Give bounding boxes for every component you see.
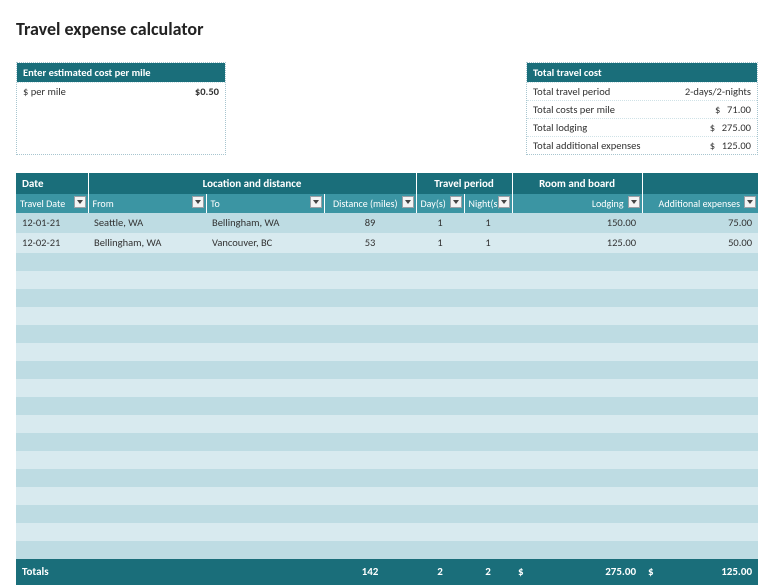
col-lodging[interactable]: Lodging [512, 194, 642, 213]
col-days[interactable]: Day(s) [416, 194, 464, 213]
cell-nights[interactable]: 1 [464, 213, 512, 233]
col-date-label: Travel Date [20, 197, 65, 210]
table-row-empty[interactable] [16, 505, 758, 523]
filter-dropdown-icon[interactable] [402, 196, 414, 208]
cell-distance[interactable]: 89 [324, 213, 416, 233]
total-row-label: Total travel period [533, 85, 673, 98]
column-header-row: Travel Date From To Distance (miles) Day… [16, 194, 758, 213]
summary-row: Enter estimated cost per mile $ per mile… [16, 62, 758, 155]
table-row-empty[interactable] [16, 541, 758, 559]
cell-to[interactable]: Vancouver, BC [206, 233, 324, 253]
total-row: Total lodging$275.00 [527, 118, 757, 136]
total-row-label: Total costs per mile [533, 103, 715, 116]
total-row-sym: $ [710, 121, 722, 134]
col-to[interactable]: To [206, 194, 324, 213]
total-row-label: Total additional expenses [533, 139, 710, 152]
filter-dropdown-icon[interactable] [450, 196, 462, 208]
filter-dropdown-icon[interactable] [192, 196, 204, 208]
col-date[interactable]: Travel Date [16, 194, 88, 213]
totals-nights: 2 [464, 559, 512, 585]
table-row-empty[interactable] [16, 487, 758, 505]
col-distance-label: Distance (miles) [333, 197, 398, 210]
col-from[interactable]: From [88, 194, 206, 213]
cost-per-mile-box: Enter estimated cost per mile $ per mile… [16, 62, 226, 155]
totals-label: Totals [16, 559, 88, 585]
cell-lodging[interactable]: 125.00 [512, 233, 642, 253]
col-additional-label: Additional expenses [659, 197, 740, 210]
col-distance[interactable]: Distance (miles) [324, 194, 416, 213]
col-from-label: From [93, 197, 114, 210]
table-row[interactable]: 12-01-21Seattle, WABellingham, WA8911150… [16, 213, 758, 233]
col-lodging-label: Lodging [592, 197, 624, 210]
total-box-header: Total travel cost [527, 63, 757, 82]
table-row-empty[interactable] [16, 289, 758, 307]
table-row-empty[interactable] [16, 523, 758, 541]
group-location: Location and distance [88, 173, 416, 194]
col-to-label: To [211, 197, 220, 210]
cell-days[interactable]: 1 [416, 233, 464, 253]
page-title: Travel expense calculator [16, 18, 758, 40]
cost-box-row: $ per mile $0.50 [17, 82, 225, 100]
total-row-value: 125.00 [722, 139, 751, 152]
cell-nights[interactable]: 1 [464, 233, 512, 253]
totals-days: 2 [416, 559, 464, 585]
col-additional[interactable]: Additional expenses [642, 194, 758, 213]
filter-dropdown-icon[interactable] [74, 196, 86, 208]
group-room: Room and board [512, 173, 642, 194]
filter-dropdown-icon[interactable] [744, 196, 756, 208]
total-row-sym: $ [710, 139, 722, 152]
table-row-empty[interactable] [16, 271, 758, 289]
total-row-value: 275.00 [722, 121, 751, 134]
cell-additional[interactable]: 75.00 [642, 213, 758, 233]
table-row-empty[interactable] [16, 361, 758, 379]
totals-distance: 142 [324, 559, 416, 585]
col-nights[interactable]: Night(s) [464, 194, 512, 213]
table-row[interactable]: 12-02-21Bellingham, WAVancouver, BC53111… [16, 233, 758, 253]
group-header-row: Date Location and distance Travel period… [16, 173, 758, 194]
table-row-empty[interactable] [16, 415, 758, 433]
cell-from[interactable]: Seattle, WA [88, 213, 206, 233]
total-row: Total costs per mile$71.00 [527, 100, 757, 118]
cost-label: $ per mile [23, 85, 195, 98]
table-row-empty[interactable] [16, 325, 758, 343]
col-nights-label: Night(s) [469, 197, 501, 210]
totals-lodging: $275.00 [512, 559, 642, 585]
table-row-empty[interactable] [16, 469, 758, 487]
table-row-empty[interactable] [16, 307, 758, 325]
table-row-empty[interactable] [16, 253, 758, 271]
total-row-value: 71.00 [727, 103, 751, 116]
totals-additional: $125.00 [642, 559, 758, 585]
filter-dropdown-icon[interactable] [310, 196, 322, 208]
table-row-empty[interactable] [16, 433, 758, 451]
cost-value[interactable]: $0.50 [195, 85, 219, 98]
cell-date[interactable]: 12-01-21 [16, 213, 88, 233]
table-row-empty[interactable] [16, 379, 758, 397]
total-row: Total additional expenses$125.00 [527, 136, 757, 154]
cell-from[interactable]: Bellingham, WA [88, 233, 206, 253]
cell-distance[interactable]: 53 [324, 233, 416, 253]
cell-date[interactable]: 12-02-21 [16, 233, 88, 253]
total-row-value: 2-days/2-nights [685, 85, 751, 98]
cell-days[interactable]: 1 [416, 213, 464, 233]
table-row-empty[interactable] [16, 343, 758, 361]
table-row-empty[interactable] [16, 451, 758, 469]
cell-lodging[interactable]: 150.00 [512, 213, 642, 233]
expense-table: Date Location and distance Travel period… [16, 173, 758, 585]
totals-row: Totals 142 2 2 $275.00 $125.00 [16, 559, 758, 585]
table-row-empty[interactable] [16, 397, 758, 415]
total-row-label: Total lodging [533, 121, 710, 134]
group-date: Date [16, 173, 88, 194]
total-row-sym [673, 85, 685, 98]
total-row: Total travel period 2-days/2-nights [527, 82, 757, 100]
cost-box-header: Enter estimated cost per mile [17, 63, 225, 82]
filter-dropdown-icon[interactable] [628, 196, 640, 208]
total-box: Total travel cost Total travel period 2-d… [526, 62, 758, 155]
total-row-sym: $ [715, 103, 727, 116]
filter-dropdown-icon[interactable] [498, 196, 510, 208]
group-travel: Travel period [416, 173, 512, 194]
cell-to[interactable]: Bellingham, WA [206, 213, 324, 233]
cell-additional[interactable]: 50.00 [642, 233, 758, 253]
col-days-label: Day(s) [421, 197, 446, 210]
group-blank [642, 173, 758, 194]
